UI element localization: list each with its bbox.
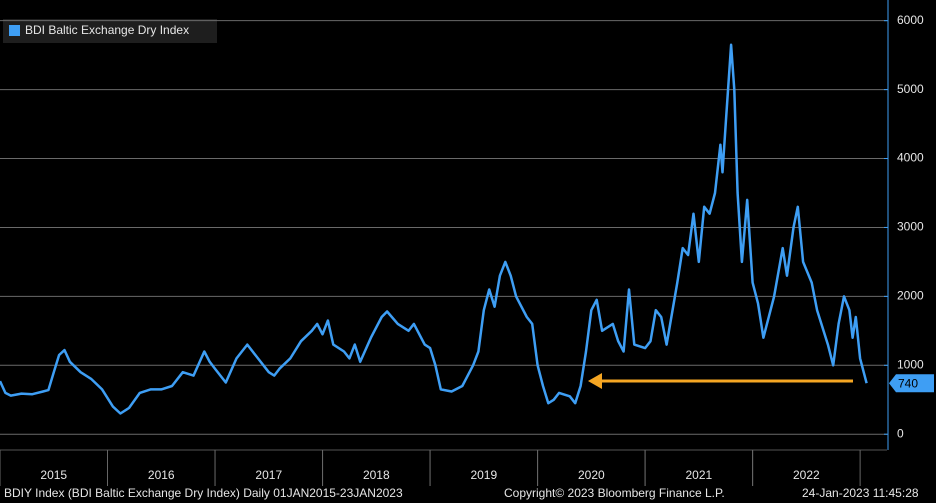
x-tick-label: 2020: [578, 468, 605, 482]
y-tick-label: 4000: [897, 151, 924, 165]
legend-swatch: [9, 25, 20, 36]
legend-label: BDI Baltic Exchange Dry Index: [25, 23, 189, 37]
y-tick-label: 6000: [897, 13, 924, 27]
footer-text: BDIY Index (BDI Baltic Exchange Dry Inde…: [4, 486, 403, 500]
x-tick-label: 2015: [40, 468, 67, 482]
x-tick-label: 2022: [793, 468, 820, 482]
y-tick-label: 1000: [897, 357, 924, 371]
x-tick-label: 2018: [363, 468, 390, 482]
last-value-label: 740: [898, 376, 918, 390]
x-tick-label: 2021: [685, 468, 712, 482]
x-tick-label: 2016: [148, 468, 175, 482]
y-tick-label: 3000: [897, 220, 924, 234]
data-line: [0, 43, 868, 415]
x-tick-label: 2017: [255, 468, 282, 482]
y-tick-label: 5000: [897, 82, 924, 96]
footer-text: 24-Jan-2023 11:45:28: [802, 486, 919, 500]
footer-text: Copyright© 2023 Bloomberg Finance L.P.: [504, 486, 725, 500]
legend-box: [3, 19, 217, 43]
y-tick-label: 0: [897, 426, 904, 440]
last-value-box: [889, 374, 934, 393]
x-tick-label: 2019: [470, 468, 497, 482]
y-tick-label: 2000: [897, 289, 924, 303]
arrow-head: [588, 373, 602, 389]
